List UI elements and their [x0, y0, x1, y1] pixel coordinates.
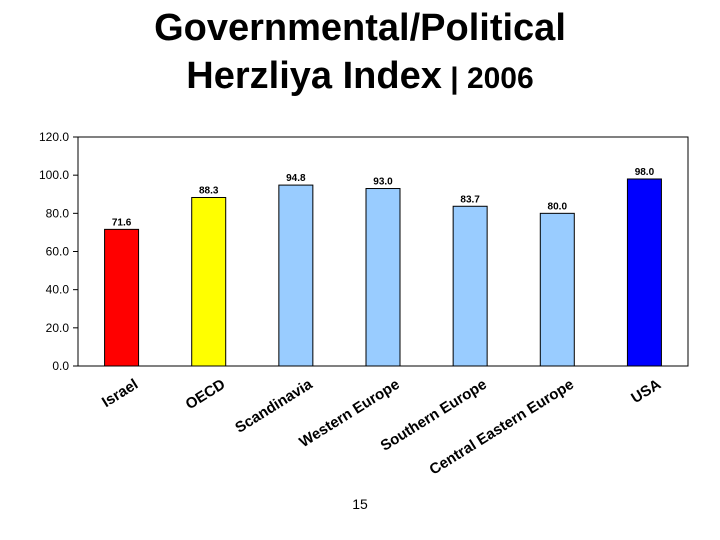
bar — [104, 228, 140, 367]
axes: 0.0 20.0 40.0 60.0 80.0 100.0 120.0 — [39, 130, 78, 373]
x-category-label: OECD — [183, 376, 229, 413]
bar — [452, 205, 488, 367]
x-category-label: Scandinavia — [232, 375, 316, 436]
y-tick-label: 100.0 — [39, 168, 69, 182]
data-label: 80.0 — [548, 201, 568, 212]
bar — [539, 212, 575, 367]
chart-title-main: Herzliya Index — [186, 55, 442, 97]
y-tick-label: 40.0 — [46, 283, 70, 297]
data-label: 88.3 — [199, 185, 219, 196]
x-category-label: Israel — [99, 376, 141, 411]
data-label: 83.7 — [460, 194, 480, 205]
bars — [104, 178, 662, 367]
chart-title-separator: | — [441, 62, 467, 95]
page-number: 15 — [352, 496, 368, 512]
data-label: 93.0 — [373, 177, 393, 188]
bar — [365, 188, 401, 367]
y-tick-label: 80.0 — [46, 206, 70, 220]
data-label: 94.8 — [286, 173, 306, 184]
x-category-label: USA — [628, 376, 664, 407]
chart-title-year: 2006 — [466, 62, 534, 95]
y-tick-label: 20.0 — [46, 321, 70, 335]
y-tick-label: 120.0 — [39, 130, 69, 144]
value-labels: 71.6 88.3 94.8 93.0 83.7 80.0 98.0 — [112, 167, 655, 228]
chart-title-line2: Herzliya Index | 2006 — [0, 55, 720, 98]
bar — [626, 178, 662, 367]
chart-title-line1: Governmental/Political — [154, 7, 566, 49]
data-label: 71.6 — [112, 217, 132, 228]
bar — [278, 184, 314, 367]
x-category-label: Central Eastern Europe — [427, 376, 577, 479]
data-label: 98.0 — [635, 167, 655, 178]
y-tick-label: 60.0 — [46, 245, 70, 259]
bar — [191, 196, 227, 367]
y-tick-label: 0.0 — [52, 359, 69, 373]
